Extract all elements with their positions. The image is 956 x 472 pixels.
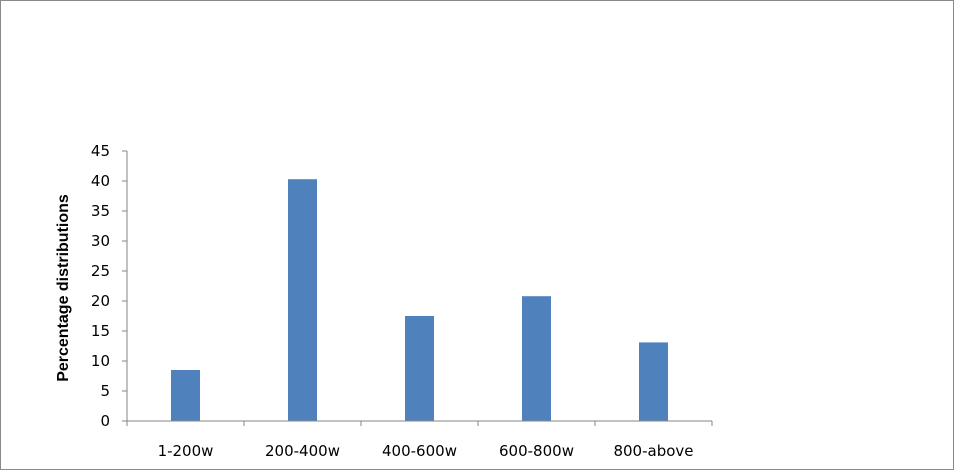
y-tick-label: 35: [91, 202, 110, 220]
y-tick-label: 20: [91, 292, 110, 310]
bar-200-400w: [288, 179, 317, 421]
bar-1-200w: [171, 370, 200, 421]
y-axis-ticks: [122, 150, 127, 422]
bar-600-800w: [522, 296, 551, 421]
y-tick-label: 10: [91, 352, 110, 370]
x-axis-tick-labels: 1-200w 200-400w 400-600w 600-800w 800-above: [158, 442, 694, 460]
y-tick-label: 5: [100, 382, 110, 400]
y-axis-tick-labels: 0 5 10 15 20 25 30 35 40 45: [91, 142, 110, 430]
bar-800-above: [639, 342, 668, 421]
x-tick-label: 600-800w: [499, 442, 574, 460]
x-tick-label: 400-600w: [382, 442, 457, 460]
x-axis-ticks: [126, 421, 713, 426]
bar-400-600w: [405, 316, 434, 421]
y-axis-title: Percentage distributions: [55, 194, 72, 382]
x-tick-label: 800-above: [613, 442, 693, 460]
y-tick-label: 25: [91, 262, 110, 280]
y-tick-label: 45: [91, 142, 110, 160]
x-tick-label: 1-200w: [158, 442, 214, 460]
x-tick-label: 200-400w: [265, 442, 340, 460]
y-tick-label: 40: [91, 172, 110, 190]
y-tick-label: 15: [91, 322, 110, 340]
y-tick-label: 0: [100, 412, 110, 430]
y-tick-label: 30: [91, 232, 110, 250]
bars: [171, 179, 668, 421]
